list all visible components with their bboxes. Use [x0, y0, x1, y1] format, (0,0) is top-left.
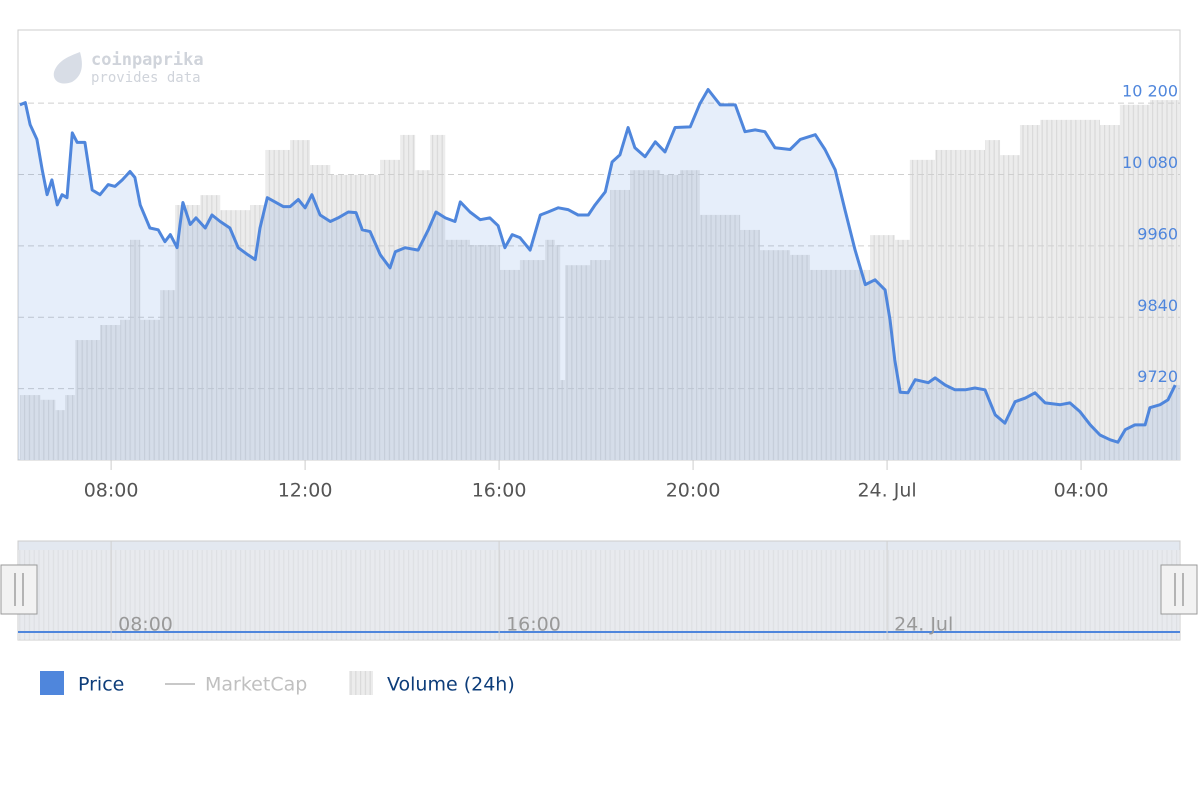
x-tick-label: 16:00 [472, 480, 527, 502]
volume-bar [1119, 104, 1150, 460]
volume-bar [500, 269, 520, 460]
volume-bar [200, 195, 221, 460]
volume-bar [400, 134, 416, 461]
volume-bar [554, 245, 561, 460]
volume-bar [99, 324, 121, 460]
y-tick-label: 10 200 [1122, 82, 1178, 101]
legend-swatch [349, 671, 373, 695]
watermark-sub: provides data [91, 70, 201, 86]
volume-bar [699, 214, 741, 460]
legend-item[interactable]: Price [40, 671, 124, 696]
legend-item[interactable]: Volume (24h) [349, 671, 515, 696]
volume-bar [740, 229, 761, 460]
volume-bar [630, 170, 661, 460]
volume-bar [840, 269, 871, 460]
volume-bar [1099, 125, 1120, 460]
volume-bar [960, 149, 986, 460]
volume-bar [330, 174, 360, 460]
navigator: 08:00 16:00 24. Jul [0, 540, 1198, 641]
volume-bar [610, 189, 631, 460]
volume-bar [309, 165, 331, 460]
volume-bar [120, 319, 131, 460]
legend: Price MarketCap Volume (24h) [40, 671, 515, 696]
volume-bar [809, 269, 841, 460]
volume-bar [40, 399, 56, 460]
volume-bar [250, 205, 266, 460]
volume-bar [445, 239, 470, 460]
y-tick-label: 9720 [1137, 367, 1178, 386]
volume-bar [545, 239, 555, 460]
x-tick-label: 24. Jul [857, 480, 916, 502]
y-tick-label: 10 080 [1122, 153, 1178, 172]
volume-bar [894, 239, 910, 460]
volume-bar [519, 260, 546, 460]
navigator-tick-label: 08:00 [118, 614, 173, 636]
legend-label: MarketCap [205, 674, 307, 696]
volume-bar [380, 159, 401, 461]
volume-bar [160, 290, 176, 460]
legend-label: Volume (24h) [387, 674, 515, 696]
volume-bar [55, 410, 66, 460]
y-tick-label: 9840 [1137, 296, 1178, 315]
y-tick-label: 9960 [1137, 224, 1178, 243]
volume-bar [1000, 155, 1020, 460]
price-area [18, 89, 1180, 460]
volume-bar [140, 319, 161, 460]
volume-bar [790, 254, 810, 460]
volume-bar [75, 340, 100, 460]
volume-bar [760, 250, 791, 460]
navigator-handle[interactable] [1160, 564, 1198, 615]
volume-bar [1177, 100, 1180, 460]
navigator-volume [18, 550, 1180, 640]
watermark-brand: coinpaprika [91, 50, 204, 70]
price-line [19, 88, 1177, 444]
volume-bar [935, 149, 961, 460]
logo [53, 52, 82, 84]
price-layer [18, 88, 1180, 460]
volume-bar [19, 395, 41, 460]
volume-bar [590, 260, 611, 460]
volume-bar [1080, 119, 1100, 461]
legend-item[interactable]: MarketCap [165, 674, 307, 696]
legend-label: Price [78, 674, 124, 696]
legend-swatch [40, 671, 64, 695]
volume-bar [565, 265, 591, 460]
x-tick-label: 12:00 [278, 480, 333, 502]
volume-bar [560, 380, 566, 460]
volume-bar [679, 170, 700, 460]
volume-bar [290, 140, 310, 460]
navigator-tick-label: 16:00 [506, 614, 561, 636]
volume-bar [65, 395, 76, 460]
navigator-handle[interactable] [0, 564, 38, 615]
volume-bar [1019, 125, 1041, 460]
volume-bar [469, 245, 501, 460]
volume-bar [130, 239, 141, 460]
volume-bar [985, 140, 1001, 460]
x-tick-label: 04:00 [1054, 480, 1109, 502]
volume-bar [265, 149, 291, 460]
x-tick-label: 08:00 [84, 480, 139, 502]
volume-bar [175, 205, 201, 460]
watermark: coinpaprika provides data [53, 50, 204, 86]
x-tick-label: 20:00 [666, 480, 721, 502]
navigator-tick-label: 24. Jul [894, 614, 953, 636]
volume-bar [415, 170, 431, 460]
volume-bar [1149, 100, 1178, 460]
volume-bar [870, 235, 895, 460]
volume-bar [909, 159, 936, 461]
grid-layer: 9720 9840 9960 10 080 10 200 08:00 12:00 16:00 2… [18, 82, 1180, 502]
